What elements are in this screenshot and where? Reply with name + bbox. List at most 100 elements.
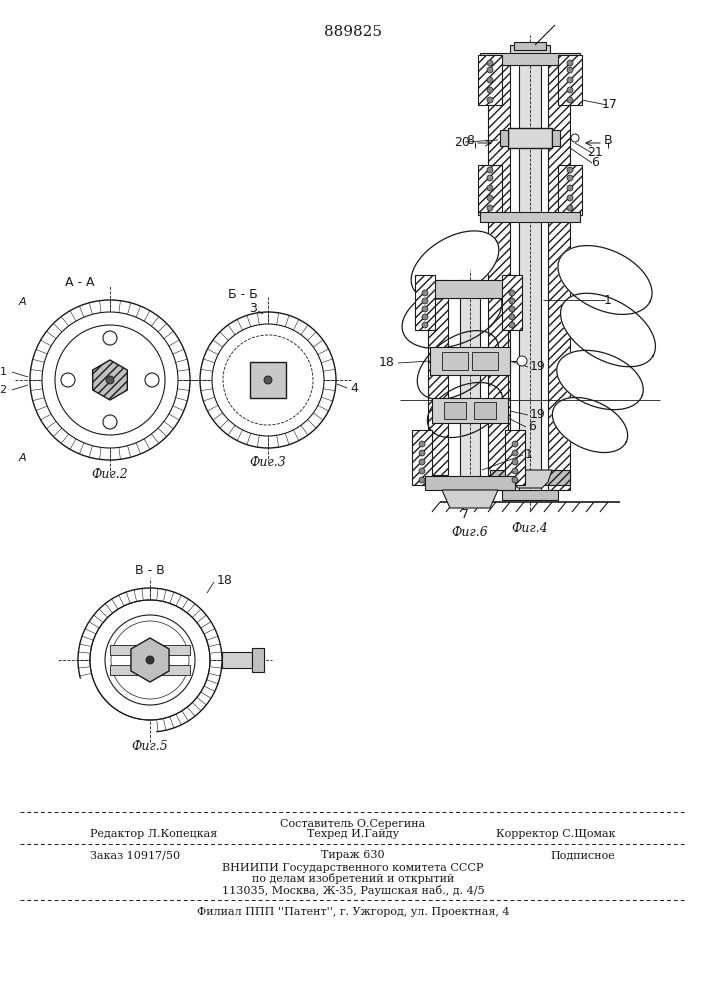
Circle shape — [487, 77, 493, 83]
Bar — [460, 280, 480, 490]
Circle shape — [512, 441, 518, 447]
Text: 8: 8 — [466, 133, 474, 146]
Text: A - A: A - A — [65, 275, 95, 288]
Text: Подписное: Подписное — [550, 850, 615, 860]
Circle shape — [517, 356, 527, 366]
Circle shape — [422, 306, 428, 312]
Circle shape — [419, 468, 425, 474]
Circle shape — [105, 615, 195, 705]
Text: В - В: В - В — [135, 564, 165, 576]
Bar — [428, 280, 448, 475]
Circle shape — [422, 322, 428, 328]
Polygon shape — [402, 282, 502, 348]
Text: Заказ 10917/50: Заказ 10917/50 — [90, 850, 180, 860]
Text: A: A — [18, 453, 26, 463]
Circle shape — [487, 185, 493, 191]
Circle shape — [567, 67, 573, 73]
Circle shape — [422, 314, 428, 320]
Text: ВНИИПИ Государственного комитета СССР: ВНИИПИ Государственного комитета СССР — [222, 863, 484, 873]
Text: 113035, Москва, Ж-35, Раушская наб., д. 4/5: 113035, Москва, Ж-35, Раушская наб., д. … — [222, 884, 484, 896]
Text: Тираж 630: Тираж 630 — [321, 850, 385, 860]
Text: Б - Б: Б - Б — [228, 288, 258, 300]
Text: 6: 6 — [528, 420, 536, 434]
Bar — [480, 212, 580, 222]
Circle shape — [419, 459, 425, 465]
Wedge shape — [78, 660, 156, 734]
Circle shape — [567, 205, 573, 211]
Bar — [444, 402, 466, 419]
Polygon shape — [552, 397, 628, 453]
Polygon shape — [427, 382, 503, 438]
Circle shape — [55, 325, 165, 435]
Bar — [510, 45, 550, 60]
Text: 4: 4 — [350, 381, 358, 394]
Bar — [490, 470, 570, 485]
Circle shape — [42, 312, 178, 448]
Bar — [505, 430, 525, 485]
Circle shape — [567, 167, 573, 173]
Polygon shape — [131, 638, 169, 682]
Bar — [425, 476, 515, 490]
Circle shape — [78, 588, 222, 732]
Circle shape — [487, 175, 493, 181]
Bar — [558, 165, 582, 215]
Circle shape — [103, 415, 117, 429]
Circle shape — [509, 314, 515, 320]
Circle shape — [487, 87, 493, 93]
Circle shape — [512, 450, 518, 456]
Circle shape — [567, 77, 573, 83]
Circle shape — [106, 376, 114, 384]
Circle shape — [103, 331, 117, 345]
Polygon shape — [488, 65, 510, 490]
Circle shape — [487, 205, 493, 211]
Polygon shape — [508, 470, 552, 488]
Text: Техред И.Гайду: Техред И.Гайду — [307, 829, 399, 839]
Circle shape — [145, 373, 159, 387]
Text: Фиг.3: Фиг.3 — [250, 456, 286, 468]
Bar — [480, 53, 580, 65]
Circle shape — [567, 175, 573, 181]
Circle shape — [419, 477, 425, 483]
Circle shape — [509, 290, 515, 296]
Polygon shape — [442, 490, 498, 508]
Circle shape — [567, 87, 573, 93]
Polygon shape — [417, 331, 498, 399]
Text: 1: 1 — [525, 448, 533, 462]
Bar — [110, 645, 190, 655]
Bar — [488, 280, 508, 475]
Text: Фиг.5: Фиг.5 — [132, 740, 168, 752]
Circle shape — [571, 134, 579, 142]
Polygon shape — [561, 293, 655, 367]
Bar — [558, 55, 582, 105]
Circle shape — [264, 376, 272, 384]
Circle shape — [567, 195, 573, 201]
Circle shape — [61, 373, 75, 387]
Bar — [500, 130, 508, 146]
Text: 18: 18 — [379, 357, 395, 369]
Text: 19: 19 — [530, 360, 546, 373]
Bar — [420, 280, 520, 298]
Text: 18: 18 — [217, 574, 233, 586]
Text: 17: 17 — [602, 99, 618, 111]
Circle shape — [509, 306, 515, 312]
Bar — [430, 347, 510, 375]
Bar — [552, 130, 560, 146]
Text: Фиг.4: Фиг.4 — [512, 522, 549, 534]
Circle shape — [90, 600, 210, 720]
Text: по делам изобретений и открытий: по делам изобретений и открытий — [252, 874, 454, 884]
Text: Фиг.6: Фиг.6 — [452, 526, 489, 538]
Bar — [502, 490, 558, 500]
Text: 21: 21 — [587, 146, 603, 159]
Polygon shape — [548, 65, 570, 490]
Circle shape — [487, 67, 493, 73]
Bar — [432, 398, 508, 423]
Text: A: A — [18, 297, 26, 307]
Bar — [478, 165, 502, 215]
Text: Редактор Л.Копецкая: Редактор Л.Копецкая — [90, 829, 217, 839]
Polygon shape — [557, 350, 643, 410]
Bar — [519, 65, 541, 495]
Polygon shape — [250, 362, 286, 398]
Text: 889825: 889825 — [324, 25, 382, 39]
Text: 20: 20 — [454, 135, 470, 148]
Text: 6: 6 — [591, 156, 599, 169]
